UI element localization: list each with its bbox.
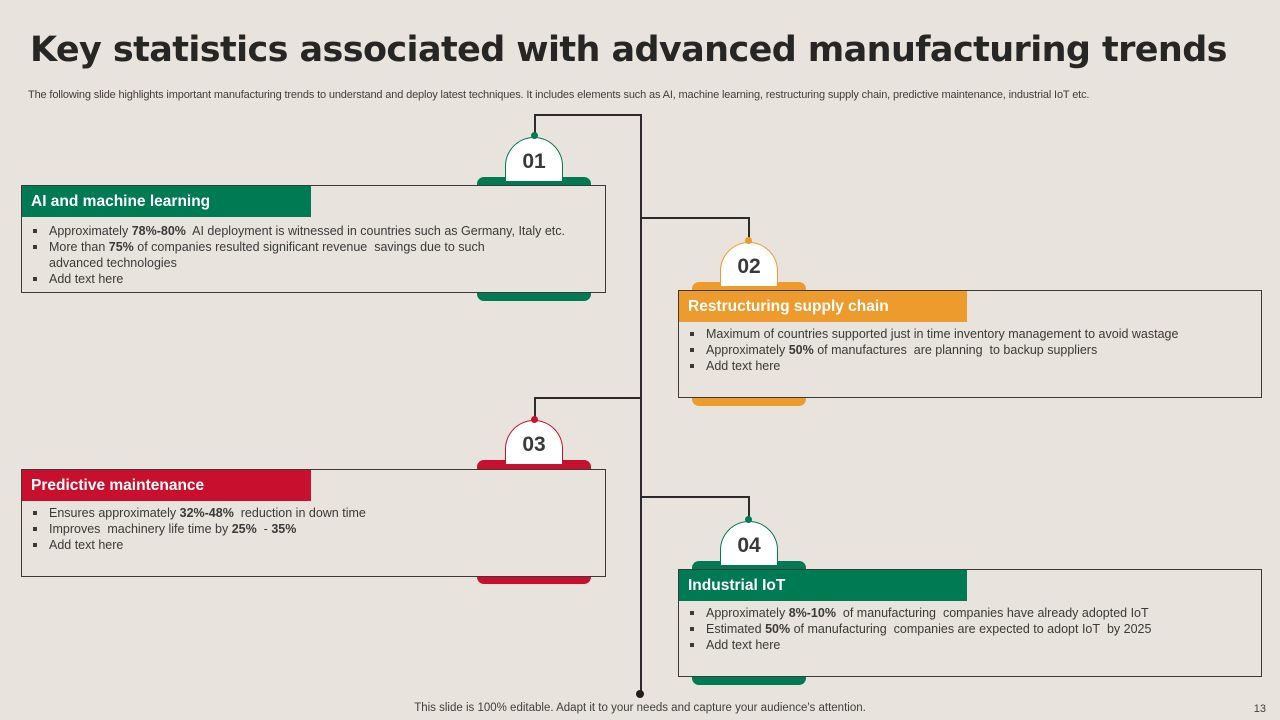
trend-heading-iot: Industrial IoT <box>679 570 967 601</box>
list-item-continuation: advanced technologies <box>49 256 177 270</box>
trend-card-ai: AI and machine learning Approximately 78… <box>21 185 606 293</box>
connector-02-h <box>640 217 749 219</box>
list-item: Approximately 78%-80% AI deployment is w… <box>31 223 565 239</box>
list-item: Add text here <box>31 537 366 553</box>
connector-dot-01 <box>531 132 538 139</box>
list-item: Approximately 8%-10% of manufacturing co… <box>688 605 1151 621</box>
list-item: Improves machinery life time by 25% - 35… <box>31 521 366 537</box>
step-number-01: 01 <box>505 137 563 181</box>
connector-03-h <box>534 397 641 399</box>
connector-03-v <box>534 397 536 419</box>
connector-01-v <box>534 114 536 136</box>
step-number-03: 03 <box>505 420 563 464</box>
trend-points-iot: Approximately 8%-10% of manufacturing co… <box>688 605 1151 653</box>
list-item: Ensures approximately 32%-48% reduction … <box>31 505 366 521</box>
list-item: Add text here <box>31 271 565 287</box>
trend-heading-supply-chain: Restructuring supply chain <box>679 291 967 322</box>
list-item: Approximately 50% of manufactures are pl… <box>688 342 1178 358</box>
connector-dot-02 <box>745 237 752 244</box>
trend-points-supply-chain: Maximum of countries supported just in t… <box>688 326 1178 374</box>
page-number: 13 <box>1253 703 1266 715</box>
trend-card-predictive: Predictive maintenance Ensures approxima… <box>21 469 606 577</box>
step-number-04: 04 <box>720 521 778 565</box>
timeline-end-dot <box>636 690 644 698</box>
trend-points-predictive: Ensures approximately 32%-48% reduction … <box>31 505 366 553</box>
connector-04-v <box>748 496 750 518</box>
connector-dot-03 <box>531 416 538 423</box>
list-item: Maximum of countries supported just in t… <box>688 326 1178 342</box>
list-item: More than 75% of companies resulted sign… <box>31 239 565 255</box>
trend-card-iot: Industrial IoT Approximately 8%-10% of m… <box>678 569 1262 677</box>
connector-dot-04 <box>745 516 752 523</box>
list-item: Add text here <box>688 358 1178 374</box>
trend-card-supply-chain: Restructuring supply chain Maximum of co… <box>678 290 1262 398</box>
list-item: Estimated 50% of manufacturing companies… <box>688 621 1151 637</box>
timeline-spine <box>640 114 642 694</box>
step-number-02: 02 <box>720 242 778 286</box>
page-title: Key statistics associated with advanced … <box>30 30 1228 70</box>
connector-04-h <box>640 496 749 498</box>
connector-02-v <box>748 217 750 239</box>
connector-01-h <box>534 114 641 116</box>
trend-heading-ai: AI and machine learning <box>22 186 311 217</box>
footer-note: This slide is 100% editable. Adapt it to… <box>414 702 866 714</box>
trend-heading-predictive: Predictive maintenance <box>22 470 311 501</box>
list-item: Add text here <box>688 637 1151 653</box>
trend-points-ai: Approximately 78%-80% AI deployment is w… <box>31 223 565 287</box>
page-subtitle: The following slide highlights important… <box>28 89 1090 101</box>
